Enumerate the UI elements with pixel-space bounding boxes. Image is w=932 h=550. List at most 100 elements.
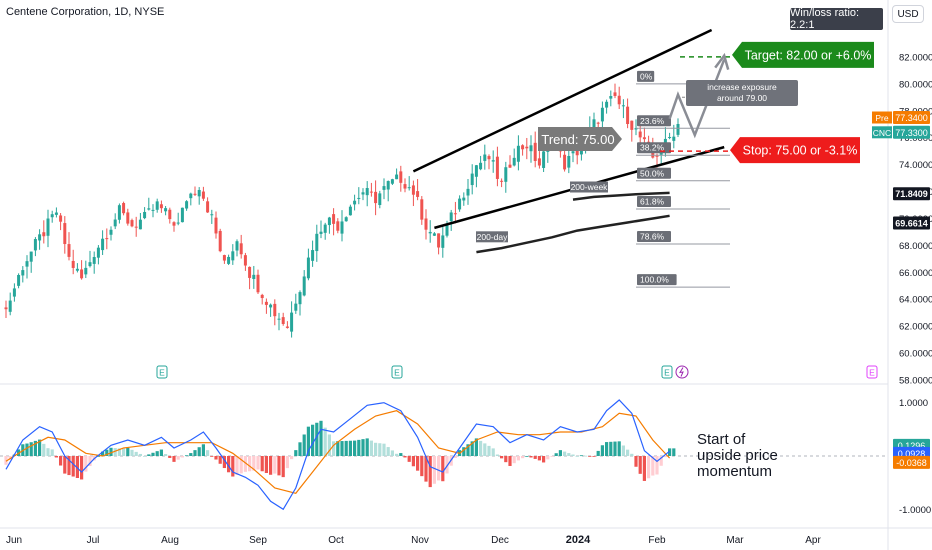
candle: [164, 206, 168, 216]
candle-body: [122, 203, 126, 214]
macd-histogram-bar: [155, 451, 159, 456]
candle-body: [428, 231, 432, 234]
macd-histogram-bar: [269, 456, 273, 475]
candle: [151, 204, 155, 218]
candle-body: [80, 269, 84, 279]
candle-body: [222, 255, 226, 261]
candle-body: [512, 157, 516, 166]
macd-histogram-bar: [231, 456, 235, 477]
candle: [474, 164, 478, 188]
candle-body: [126, 212, 130, 224]
candle-body: [336, 221, 340, 231]
candle-body: [235, 241, 239, 251]
macd-histogram-bar: [617, 441, 621, 456]
macd-histogram-bar: [84, 456, 88, 472]
macd-histogram-bar: [164, 454, 168, 456]
macd-histogram-bar: [395, 453, 399, 456]
price-tag-box: [893, 187, 930, 201]
y-tick-label: 82.0000: [899, 52, 932, 63]
candle-body: [138, 219, 142, 230]
earnings-icon-label: E: [394, 368, 400, 378]
candle: [315, 224, 319, 262]
candle-body: [33, 239, 37, 251]
candle: [260, 293, 264, 305]
candle: [298, 290, 302, 316]
x-tick-label: Mar: [726, 535, 744, 546]
candle-body: [474, 165, 478, 177]
candle: [537, 151, 541, 169]
macd-histogram-bar: [495, 454, 499, 456]
macd-histogram-bar: [4, 456, 8, 465]
candle: [277, 312, 281, 331]
candle: [332, 208, 336, 236]
candle: [458, 195, 462, 212]
macd-histogram-bar: [96, 456, 100, 457]
macd-histogram-bar: [88, 456, 92, 467]
x-tick-label: Sep: [249, 535, 267, 546]
candle: [432, 232, 436, 236]
candle: [617, 86, 621, 110]
macd-value-tag: -0.0368: [896, 458, 927, 468]
candle-body: [529, 145, 533, 152]
candle-body: [348, 206, 352, 216]
candle: [17, 273, 21, 289]
macd-histogram-bar: [596, 450, 600, 456]
macd-histogram-bar: [63, 456, 67, 474]
macd-histogram-bar: [672, 448, 676, 456]
macd-histogram-bar: [143, 456, 147, 457]
macd-histogram-bar: [491, 448, 495, 456]
ma-200-day-line: [476, 214, 670, 254]
candle-body: [302, 276, 306, 296]
x-tick-label: Oct: [328, 535, 344, 546]
candle: [424, 209, 428, 240]
earnings-icon: [156, 365, 168, 379]
trend-label-box: [538, 127, 622, 152]
stop-callout-box: [730, 137, 860, 164]
candle: [273, 299, 277, 326]
currency-button[interactable]: USD: [892, 5, 924, 23]
candle-body: [672, 136, 676, 141]
candle-body: [168, 209, 172, 220]
macd-histogram-bar: [571, 454, 575, 456]
candle-body: [386, 181, 390, 190]
macd-histogram-bar: [542, 456, 546, 463]
trend-label-text: Trend: 75.00: [541, 132, 614, 147]
candle: [462, 192, 466, 206]
macd-histogram-bar: [59, 456, 63, 466]
candle-body: [54, 212, 58, 215]
candle: [101, 230, 105, 255]
candle-body: [176, 222, 180, 224]
candle-body: [411, 185, 415, 195]
y-tick-label: 74.0000: [899, 160, 932, 171]
candlestick-series: [4, 83, 680, 338]
macd-value-tag-box: [893, 455, 930, 469]
candle: [600, 101, 604, 132]
candle-body: [357, 197, 361, 199]
candle-body: [626, 106, 630, 125]
candle: [134, 216, 138, 237]
macd-histogram-bar: [525, 456, 529, 457]
candle: [252, 265, 256, 289]
candle: [71, 249, 75, 275]
candle-body: [374, 191, 378, 204]
candle-body: [264, 301, 268, 305]
signal-line: [5, 410, 671, 494]
macd-histogram-bar: [67, 456, 71, 476]
candle-body: [21, 270, 25, 276]
candle-body: [210, 214, 214, 216]
candle: [185, 200, 189, 211]
macd-histogram-bar: [550, 456, 554, 457]
macd-histogram-bar: [386, 447, 390, 456]
candle: [25, 255, 29, 279]
target-callout-text: Target: 82.00 or +6.0%: [745, 48, 872, 62]
candle: [109, 226, 113, 241]
macd-histogram-bar: [113, 448, 117, 456]
candle: [264, 298, 268, 314]
ma-200-day-label-box: [476, 231, 508, 243]
candle-body: [500, 180, 504, 182]
earnings-icon-label: E: [664, 368, 670, 378]
macd-histogram-bar: [378, 443, 382, 456]
macd-histogram-bar: [256, 456, 260, 470]
candle: [374, 180, 378, 216]
